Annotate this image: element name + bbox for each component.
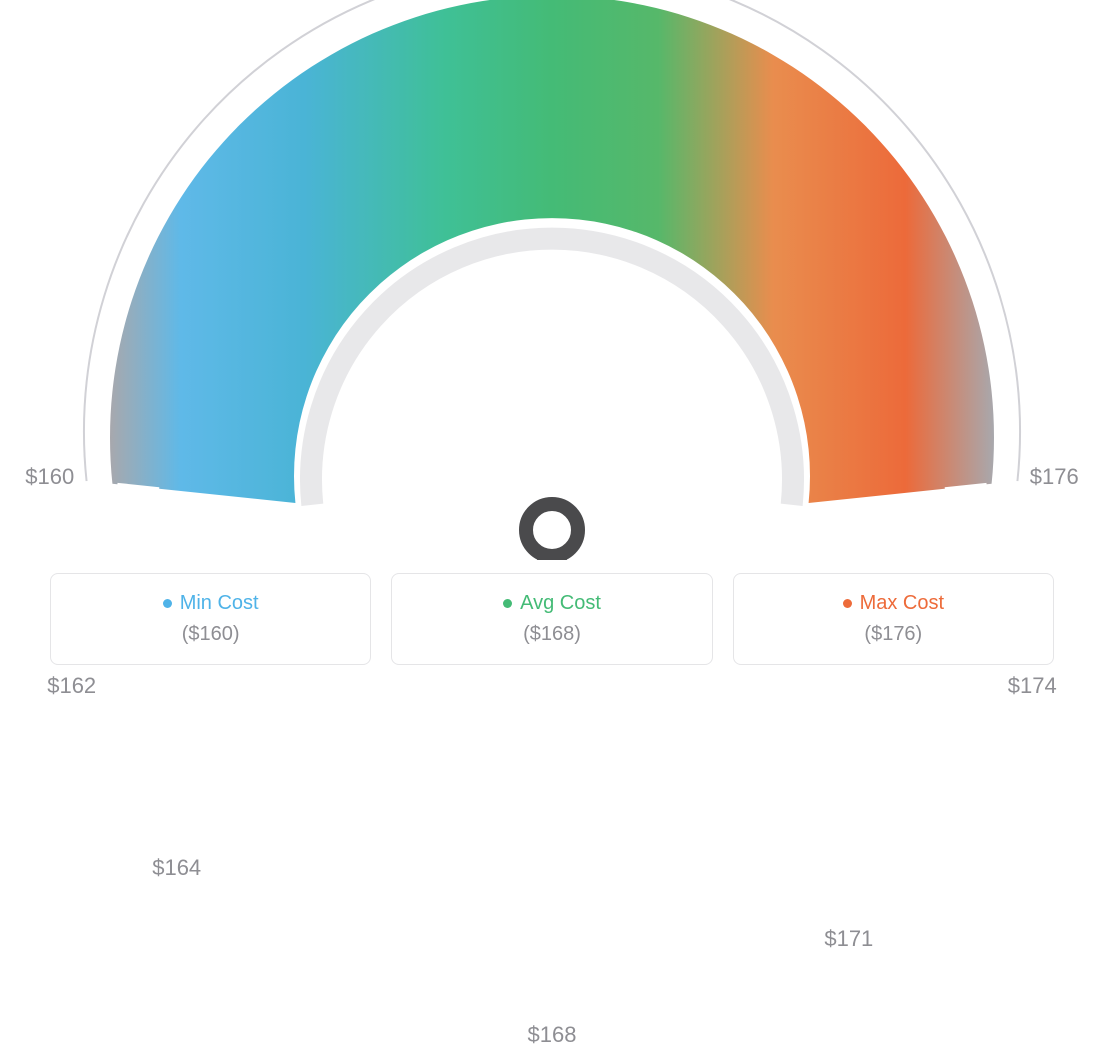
gauge-svg (0, 0, 1104, 560)
legend-label-max: Max Cost (860, 592, 944, 615)
legend-label-avg: Avg Cost (520, 592, 601, 615)
gauge-tick-label: $176 (1030, 464, 1079, 490)
legend-card-avg: Avg Cost ($168) (391, 573, 712, 665)
dot-icon (163, 599, 172, 608)
gauge-tick-label: $164 (152, 855, 201, 881)
legend-card-min: Min Cost ($160) (50, 573, 371, 665)
legend-value-min: ($160) (61, 623, 360, 646)
gauge-tick-label: $174 (1008, 673, 1057, 699)
legend-row: Min Cost ($160) Avg Cost ($168) Max Cost… (50, 573, 1054, 665)
dot-icon (843, 599, 852, 608)
legend-label-min: Min Cost (180, 592, 259, 615)
legend-title-avg: Avg Cost (402, 592, 701, 615)
legend-title-max: Max Cost (744, 592, 1043, 615)
gauge-tick-label: $160 (25, 464, 74, 490)
gauge-chart: $160$162$164$168$171$174$176 (0, 0, 1104, 560)
gauge-tick-label: $171 (824, 926, 873, 952)
gauge-tick-label: $168 (528, 1022, 577, 1048)
legend-value-avg: ($168) (402, 623, 701, 646)
legend-title-min: Min Cost (61, 592, 360, 615)
legend-card-max: Max Cost ($176) (733, 573, 1054, 665)
dot-icon (503, 599, 512, 608)
legend-value-max: ($176) (744, 623, 1043, 646)
gauge-tick-label: $162 (47, 673, 96, 699)
